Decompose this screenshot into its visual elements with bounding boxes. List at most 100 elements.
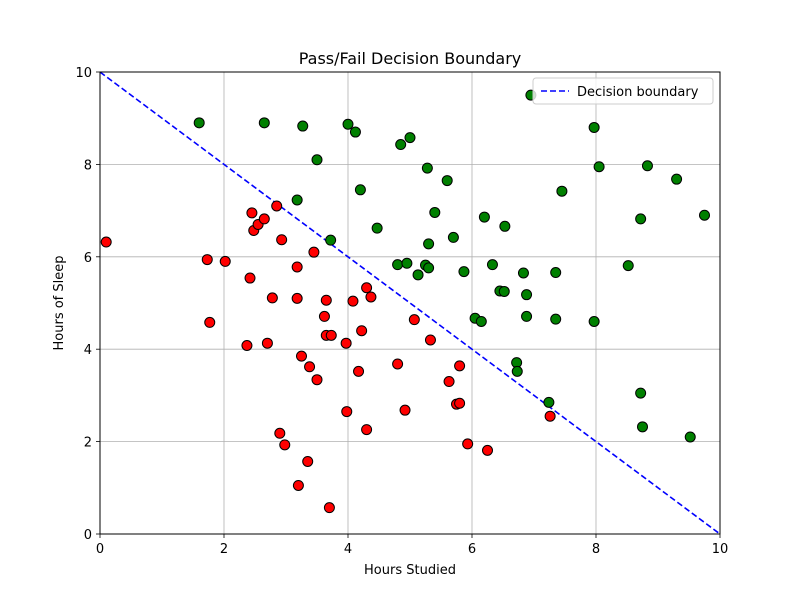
pass-point [258, 117, 270, 129]
fail-point [356, 325, 368, 337]
fail-point [266, 292, 278, 304]
pass-point [517, 267, 529, 279]
fail-point [482, 444, 493, 456]
fail-point [454, 397, 466, 409]
chart-title: Pass/Fail Decision Boundary [299, 49, 522, 68]
fail-point [424, 334, 436, 346]
fail-point [292, 479, 304, 491]
pass-point [291, 194, 303, 206]
pass-point [593, 161, 605, 173]
fail-point [320, 294, 332, 306]
pass-point [458, 266, 470, 278]
x-tick-label: 2 [220, 542, 228, 557]
pass-point [637, 421, 648, 433]
pass-point [429, 206, 441, 218]
points-layer [100, 89, 710, 514]
pass-point [441, 175, 453, 187]
pass-point [447, 231, 459, 243]
fail-point [219, 255, 231, 267]
fail-point [325, 329, 337, 341]
fail-point [408, 314, 420, 326]
y-tick-label: 10 [75, 66, 92, 81]
pass-point [635, 387, 647, 399]
fail-point [302, 455, 314, 467]
pass-point [521, 310, 533, 322]
fail-point [353, 365, 365, 377]
pass-point [699, 209, 710, 221]
y-tick-label: 6 [84, 251, 92, 266]
y-tick-label: 4 [84, 343, 92, 358]
pass-point [671, 173, 683, 185]
pass-point [349, 126, 361, 138]
plot-area-frame [99, 71, 721, 535]
pass-point [342, 118, 354, 130]
legend-label: Decision boundary [577, 85, 699, 100]
fail-point [318, 310, 330, 322]
pass-point [641, 160, 653, 172]
y-axis-label: Hours of Sleep [52, 256, 67, 351]
pass-point [478, 211, 490, 223]
pass-point [622, 260, 634, 272]
pass-point [371, 222, 383, 234]
fail-point [201, 254, 213, 266]
fail-point [340, 337, 352, 349]
pass-point [556, 185, 568, 197]
pass-point [423, 238, 435, 250]
y-axis-ticks: 0 2 4 6 8 10 [75, 66, 100, 543]
pass-point [550, 313, 562, 325]
pass-point [423, 262, 435, 274]
y-tick-label: 0 [84, 528, 92, 543]
fail-point [392, 358, 404, 370]
pass-point [395, 139, 407, 151]
x-tick-label: 4 [344, 542, 352, 557]
fail-point [291, 292, 303, 304]
fail-point [100, 236, 112, 248]
pass-point [684, 431, 696, 443]
fail-point [279, 439, 291, 451]
pass-point [401, 257, 413, 269]
y-tick-label: 2 [84, 436, 92, 451]
pass-point [543, 396, 555, 408]
x-tick-label: 8 [592, 542, 600, 557]
pass-point [550, 267, 562, 279]
fail-point [246, 207, 258, 219]
pass-point [311, 154, 323, 166]
pass-point [325, 234, 337, 246]
pass-point [511, 365, 523, 377]
fail-point [361, 282, 373, 294]
pass-point [499, 220, 511, 232]
fail-point [241, 340, 253, 352]
pass-point [412, 269, 424, 281]
decision-boundary-line [99, 71, 721, 535]
fail-point [462, 438, 474, 450]
fail-point [311, 374, 323, 386]
pass-point [521, 289, 533, 301]
fail-point [361, 424, 373, 436]
decision-boundary-layer [99, 71, 721, 535]
fail-point [308, 246, 320, 258]
pass-point [421, 162, 433, 174]
pass-point [297, 120, 309, 132]
fail-point [258, 213, 270, 225]
fail-point [276, 234, 288, 246]
fail-point [443, 376, 455, 388]
fail-point [274, 427, 286, 439]
x-tick-label: 10 [712, 542, 729, 557]
fail-point [365, 291, 377, 303]
fail-point [304, 361, 316, 373]
fail-point [261, 337, 273, 349]
fail-point [244, 272, 256, 284]
legend-box [532, 77, 714, 105]
pass-point [588, 315, 600, 327]
pass-point [588, 121, 600, 133]
legend: Decision boundary [532, 77, 714, 105]
pass-point [635, 213, 647, 225]
fail-point [454, 360, 466, 372]
x-axis-label: Hours Studied [364, 563, 456, 578]
pass-point [193, 117, 205, 129]
pass-point [486, 259, 498, 271]
fail-point [271, 200, 283, 212]
pass-point [354, 184, 366, 196]
fail-point [296, 350, 307, 362]
